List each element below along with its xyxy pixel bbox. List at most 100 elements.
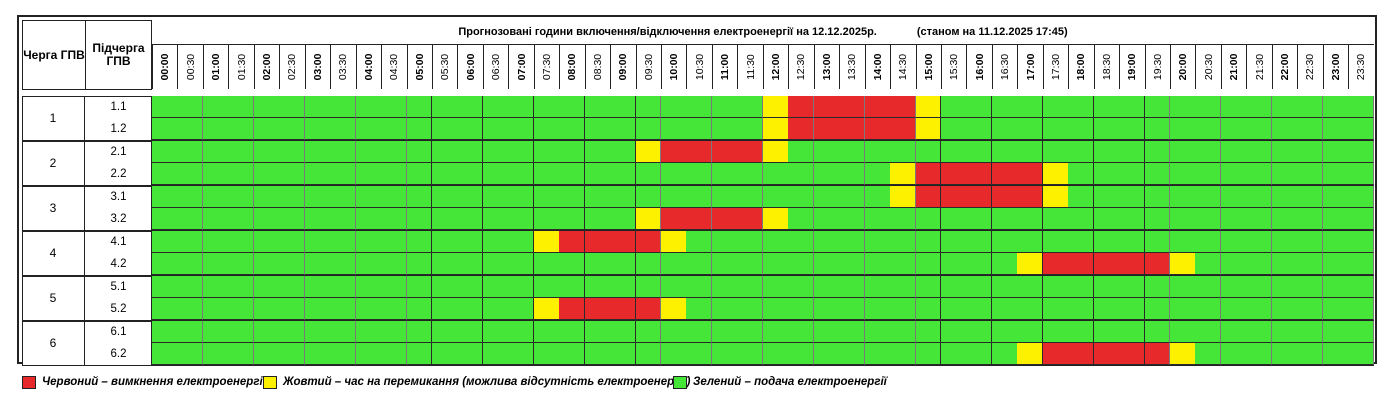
slot-green — [1322, 253, 1349, 275]
time-label-text: 17:30 — [1049, 53, 1062, 81]
subqueue-label: 3.1 — [86, 186, 152, 208]
slot-green — [610, 141, 637, 163]
slot-green — [610, 186, 637, 208]
time-label: 02:30 — [279, 45, 304, 89]
slot-green — [635, 163, 662, 185]
slot-green — [457, 343, 484, 365]
time-label: 14:30 — [890, 45, 915, 89]
slot-green — [1144, 141, 1171, 163]
time-label: 04:00 — [355, 45, 381, 89]
slot-green — [1093, 208, 1120, 230]
time-label-text: 13:30 — [846, 53, 859, 81]
slot-green — [686, 276, 713, 298]
time-label-text: 15:30 — [948, 53, 961, 81]
slot-green — [406, 321, 433, 343]
time-label: 19:00 — [1119, 45, 1144, 89]
slot-green — [1220, 298, 1247, 320]
slot-green — [711, 276, 738, 298]
slot-green — [304, 208, 331, 230]
slot-green — [381, 343, 407, 365]
slot-green — [508, 321, 535, 343]
slot-green — [482, 118, 509, 140]
slot-green — [559, 186, 586, 208]
time-label: 06:00 — [457, 45, 482, 89]
slot-green — [330, 208, 357, 230]
slot-green — [559, 118, 586, 140]
slot-green — [482, 321, 509, 343]
slot-green — [1348, 298, 1375, 320]
slot-green — [737, 253, 764, 275]
time-label: 00:00 — [152, 45, 177, 89]
time-label-text: 14:00 — [871, 53, 884, 81]
slot-green — [584, 321, 611, 343]
time-label: 18:30 — [1093, 45, 1119, 89]
time-label-text: 19:30 — [1151, 53, 1164, 81]
time-label: 07:30 — [533, 45, 559, 89]
slot-green — [177, 253, 204, 275]
slot-green — [152, 118, 178, 140]
slot-green — [711, 163, 738, 185]
slot-red — [788, 96, 815, 118]
slot-green — [1348, 276, 1375, 298]
slot-green — [1195, 231, 1222, 253]
slot-green — [966, 276, 993, 298]
slot-green — [1093, 118, 1120, 140]
slot-green — [1093, 186, 1120, 208]
slot-green — [228, 298, 255, 320]
slot-green — [533, 343, 560, 365]
slot-green — [228, 141, 255, 163]
slot-green — [1348, 208, 1375, 230]
slot-green — [1348, 253, 1375, 275]
slot-green — [508, 343, 535, 365]
slot-green — [253, 118, 280, 140]
slot-green — [610, 321, 637, 343]
slot-green — [177, 208, 204, 230]
time-label-text: 01:30 — [235, 53, 248, 81]
slot-green — [762, 321, 789, 343]
slot-green — [330, 118, 357, 140]
slot-green — [966, 231, 993, 253]
slot-green — [1220, 276, 1247, 298]
slot-green — [253, 208, 280, 230]
time-label-text: 08:30 — [591, 53, 604, 81]
slot-green — [1068, 298, 1095, 320]
slot-green — [661, 96, 687, 118]
slot-green — [1042, 118, 1069, 140]
slot-green — [559, 321, 586, 343]
slot-green — [584, 208, 611, 230]
slot-green — [813, 141, 840, 163]
queue-label: 2 — [22, 141, 85, 185]
slot-green — [864, 253, 891, 275]
slot-green — [635, 186, 662, 208]
slot-green — [915, 343, 942, 365]
slot-green — [355, 253, 382, 275]
slot-green — [533, 141, 560, 163]
slot-yellow — [1017, 253, 1044, 275]
slot-green — [406, 208, 433, 230]
slot-green — [864, 231, 891, 253]
slot-green — [457, 253, 484, 275]
slot-green — [788, 343, 815, 365]
slot-green — [890, 231, 916, 253]
slot-green — [1322, 186, 1349, 208]
time-label-text: 17:00 — [1024, 53, 1037, 81]
slot-red — [915, 186, 942, 208]
slot-green — [508, 163, 535, 185]
subqueue-label: 4.1 — [86, 231, 152, 253]
slot-green — [1322, 208, 1349, 230]
slot-green — [457, 321, 484, 343]
slot-green — [177, 163, 204, 185]
slot-red — [991, 163, 1018, 185]
slot-green — [1271, 141, 1298, 163]
slot-green — [1119, 186, 1146, 208]
slot-green — [940, 298, 967, 320]
slot-red — [1144, 253, 1171, 275]
slot-red — [1144, 343, 1171, 365]
slot-green — [813, 208, 840, 230]
slot-green — [610, 343, 637, 365]
time-label: 22:30 — [1297, 45, 1322, 89]
slot-green — [1170, 186, 1196, 208]
slot-green — [1068, 163, 1095, 185]
slot-green — [228, 343, 255, 365]
slot-green — [635, 276, 662, 298]
